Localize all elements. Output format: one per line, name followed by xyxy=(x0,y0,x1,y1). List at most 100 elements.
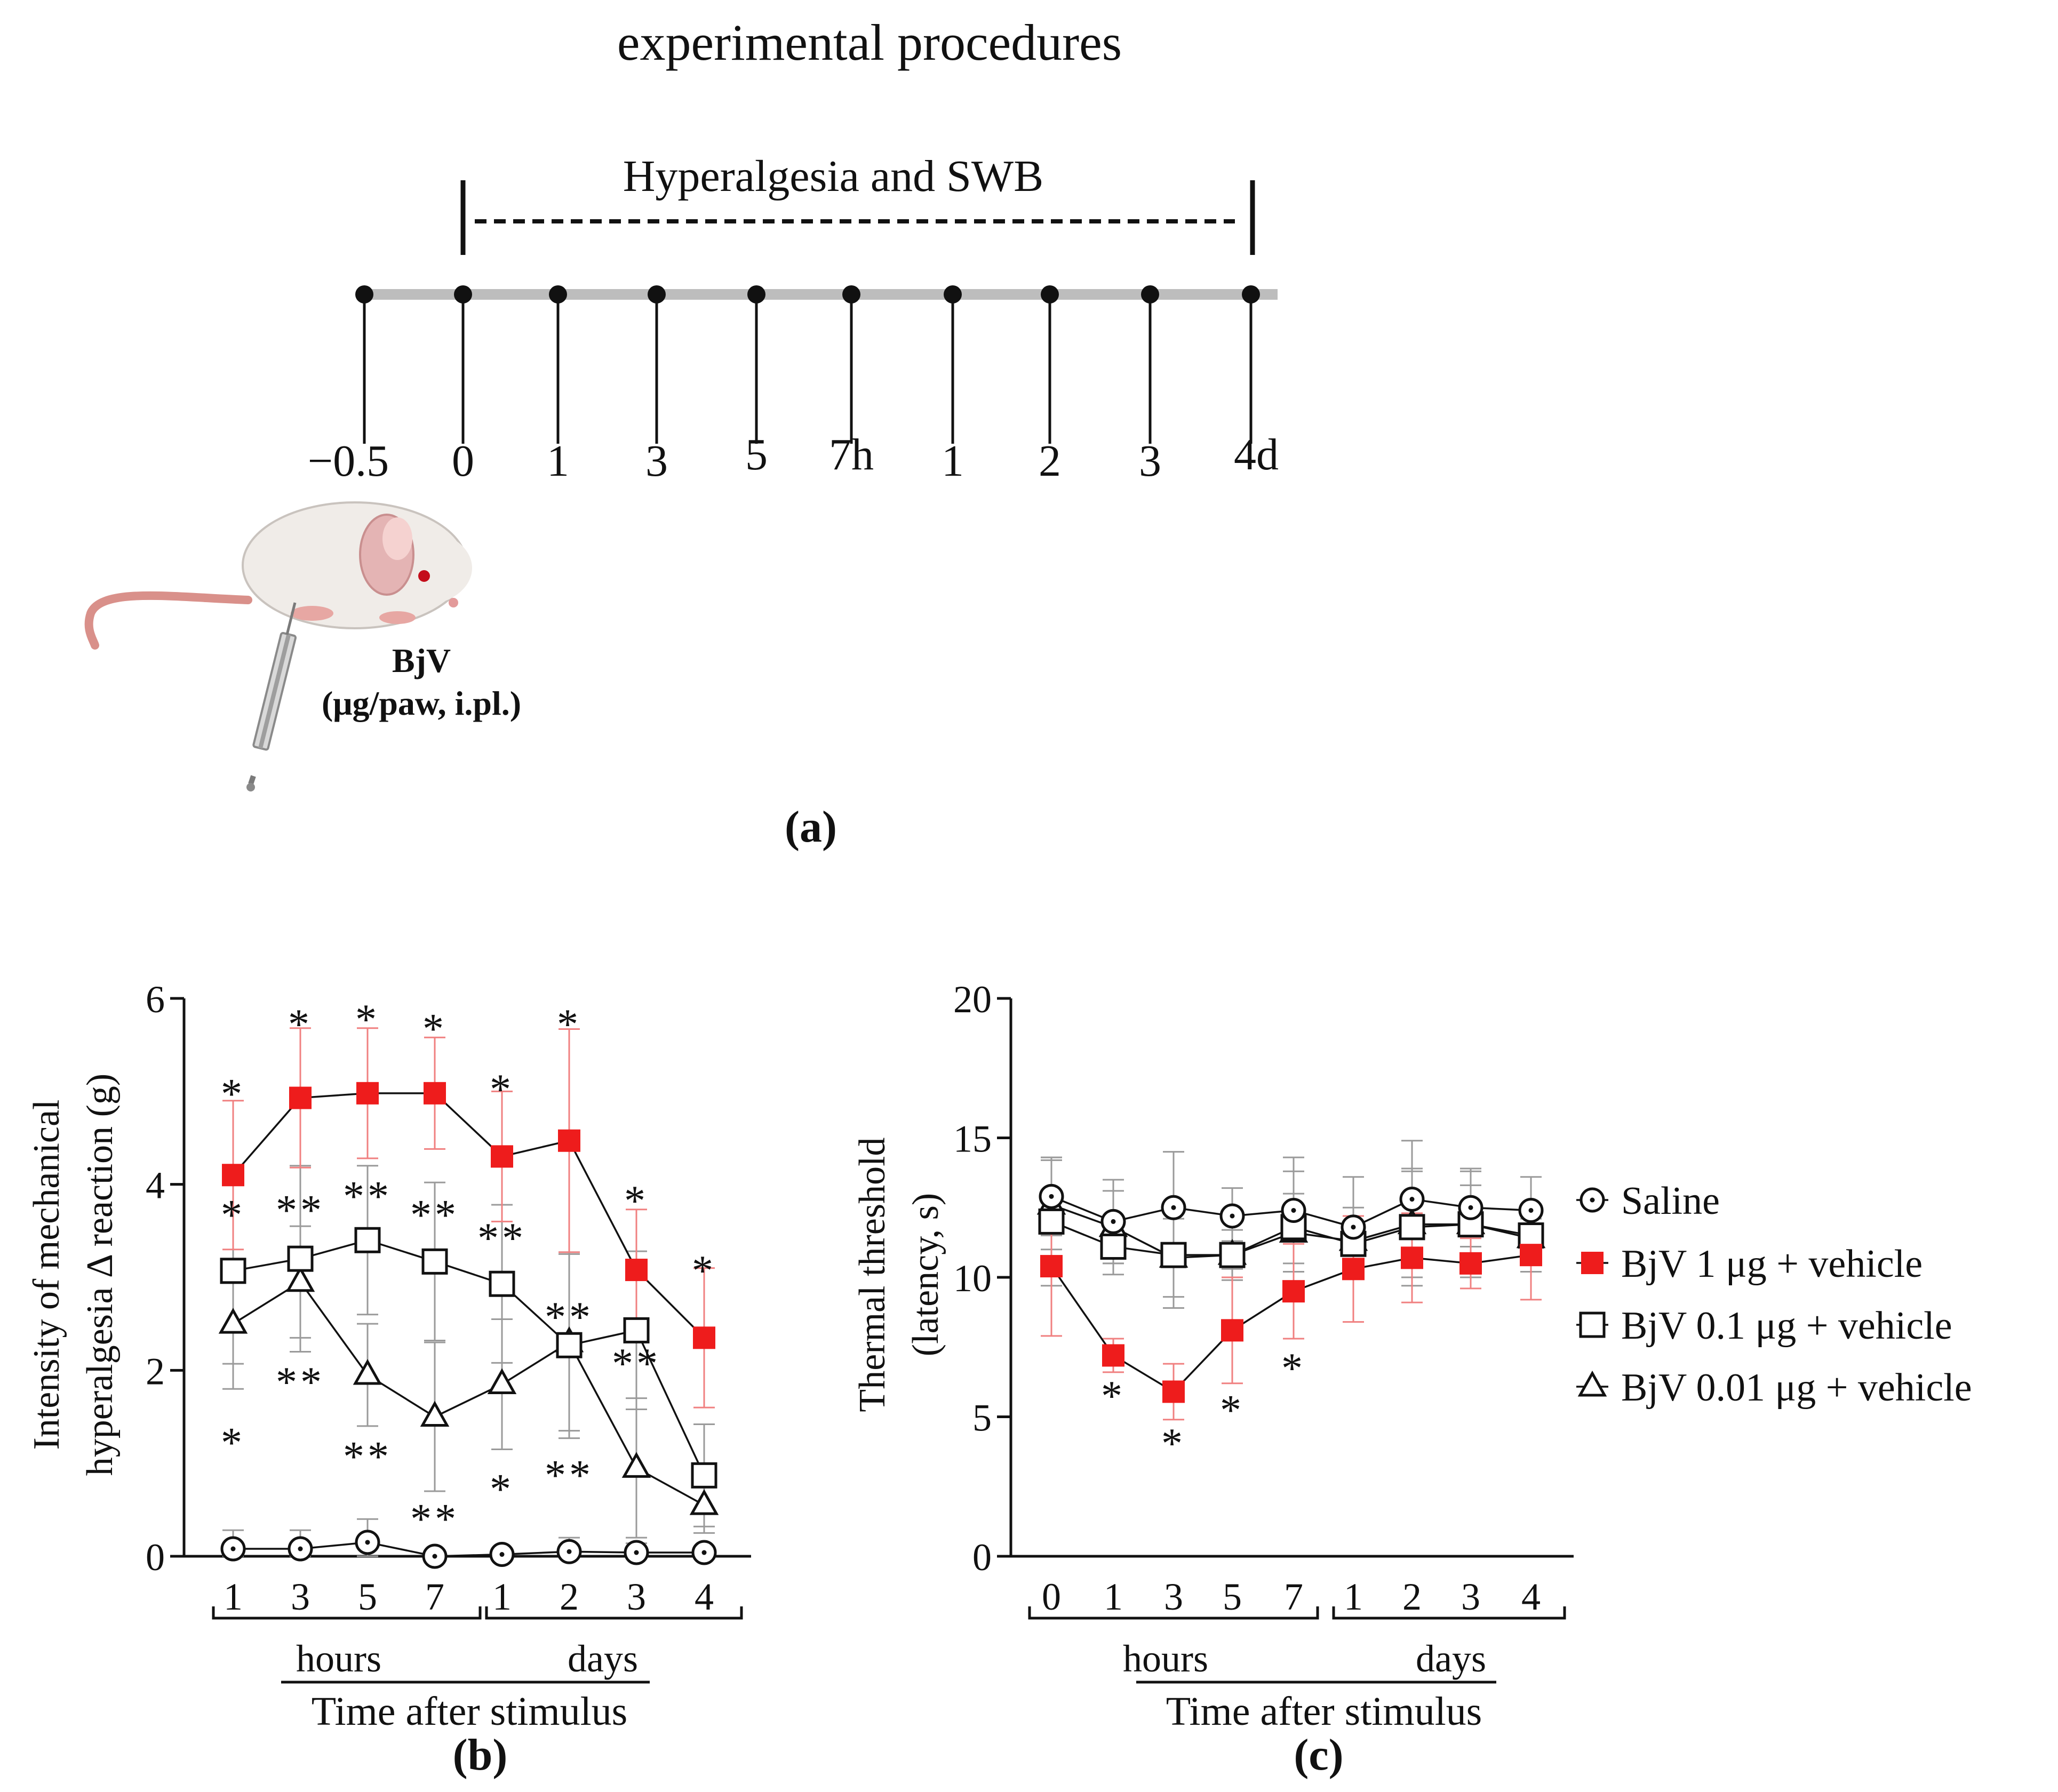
x-tick-label: 4 xyxy=(695,1575,714,1618)
data-point-circle-dot xyxy=(1039,1183,1064,1209)
significance-asterisk: * xyxy=(624,1178,649,1225)
x-tick-label: 3 xyxy=(627,1575,646,1618)
timeline-tick-label: 4d xyxy=(1234,430,1279,479)
data-point-open-square xyxy=(1100,1233,1127,1260)
marker-center-dot xyxy=(298,1546,303,1551)
panel-label-a: (a) xyxy=(785,802,837,852)
y-tick-label: 0 xyxy=(146,1536,165,1579)
data-point-open-square xyxy=(1219,1242,1246,1268)
x-group-label-days: days xyxy=(568,1637,638,1680)
data-point-filled-square xyxy=(424,1082,446,1105)
mouse-illustration xyxy=(84,501,472,650)
data-point-open-square xyxy=(691,1462,717,1489)
marker-center-dot xyxy=(567,1549,572,1554)
y-tick-label: 0 xyxy=(972,1536,992,1579)
data-point-circle-dot xyxy=(1399,1187,1425,1212)
marker-center-dot xyxy=(1409,1197,1415,1202)
data-point-filled-square xyxy=(491,1145,513,1168)
data-point-filled-square xyxy=(693,1326,715,1349)
panel-label-c: (c) xyxy=(1294,1730,1343,1780)
timeline-tick-dot xyxy=(454,285,472,303)
significance-asterisk: ** xyxy=(545,1294,594,1341)
significance-asterisk: ** xyxy=(276,1359,325,1406)
data-point-open-triangle xyxy=(285,1266,315,1292)
data-point-circle-dot xyxy=(1219,1203,1245,1229)
data-point-circle-dot xyxy=(691,1540,717,1565)
data-point-open-square xyxy=(489,1270,515,1297)
significance-asterisk: ** xyxy=(477,1215,527,1262)
data-point-filled-square xyxy=(1401,1246,1423,1269)
marker-center-dot xyxy=(432,1554,437,1559)
data-point-open-square xyxy=(354,1227,381,1253)
data-point-filled-square xyxy=(1221,1319,1243,1342)
significance-asterisk: * xyxy=(221,1419,245,1466)
data-point-open-square xyxy=(287,1245,314,1272)
timeline-tick-label: 7h xyxy=(829,430,874,479)
timeline-tick-dot xyxy=(1242,285,1260,303)
timeline-tick-label: 1 xyxy=(942,436,964,486)
y-tick-label: 4 xyxy=(146,1164,165,1207)
timeline-panel: experimental procedures Hyperalgesia and… xyxy=(84,14,1279,852)
phase-label: Hyperalgesia and SWB xyxy=(623,151,1043,201)
significance-asterisk: * xyxy=(490,1466,514,1513)
x-tick-label: 7 xyxy=(1284,1575,1303,1618)
x-tick-label: 5 xyxy=(1223,1575,1242,1618)
timeline-tick-dot xyxy=(1141,285,1159,303)
data-point-open-triangle xyxy=(420,1401,450,1427)
y-tick-label: 15 xyxy=(953,1118,992,1161)
data-point-circle-dot xyxy=(1100,1209,1126,1234)
chart-legend: Saline BjV 1 μg + vehicle BjV 0.1 μg + veh… xyxy=(1576,1179,1972,1410)
legend-marker-circle-dot xyxy=(1580,1187,1605,1213)
timeline-tick-dot xyxy=(549,285,567,303)
series-line-open-triangle xyxy=(233,1281,705,1506)
data-point-open-square xyxy=(1518,1222,1544,1249)
significance-asterisk: * xyxy=(557,1001,581,1048)
marker-center-dot xyxy=(1291,1207,1296,1213)
significance-asterisk: ** xyxy=(410,1495,459,1542)
data-point-filled-square xyxy=(558,1129,580,1152)
x-group-bracket xyxy=(485,1606,743,1620)
injection-label-dose: (μg/paw, i.pl.) xyxy=(322,684,521,722)
x-tick-label: 1 xyxy=(224,1575,243,1618)
significance-asterisk: * xyxy=(1161,1420,1186,1467)
timeline-tick-dot xyxy=(1041,285,1059,303)
timeline-tick-label: 2 xyxy=(1039,436,1061,486)
timeline-tick-label: −0.5 xyxy=(308,436,389,486)
y-tick-label: 10 xyxy=(953,1257,992,1300)
mechanical-hyperalgesia-chart: 0 2 4 6 Intensity of mechanical hyperalgesia … xyxy=(26,978,751,1734)
data-point-circle-dot xyxy=(1281,1197,1306,1223)
x-axis-title: Time after stimulus xyxy=(312,1689,628,1734)
significance-asterisk: ** xyxy=(612,1340,661,1387)
y-tick-label: 6 xyxy=(146,978,165,1021)
data-point-circle-dot xyxy=(1161,1195,1186,1220)
timeline-tick-dot xyxy=(842,285,860,303)
legend-item: Saline xyxy=(1576,1179,1720,1223)
data-point-circle-dot xyxy=(624,1540,649,1565)
marker-center-dot xyxy=(634,1550,639,1555)
data-point-circle-dot xyxy=(1518,1197,1544,1223)
significance-asterisk: ** xyxy=(410,1191,459,1238)
legend-item: BjV 1 μg + vehicle xyxy=(1576,1242,1923,1286)
marker-center-dot xyxy=(365,1540,370,1545)
y-tick-label: 20 xyxy=(953,978,992,1021)
panel-label-b: (b) xyxy=(453,1730,508,1780)
legend-item: BjV 0.1 μg + vehicle xyxy=(1576,1304,1952,1348)
legend-label: Saline xyxy=(1621,1179,1720,1223)
data-point-open-square xyxy=(220,1258,246,1284)
timeline-tick-dot xyxy=(747,285,765,303)
y-axis-title-line2: (latency, s) xyxy=(905,1193,946,1356)
timeline-tick-dot xyxy=(944,285,962,303)
legend-label: BjV 0.1 μg + vehicle xyxy=(1621,1304,1952,1348)
x-tick-label: 3 xyxy=(1164,1575,1183,1618)
data-point-filled-square xyxy=(1459,1252,1482,1275)
syringe-icon xyxy=(246,602,297,791)
marker-center-dot xyxy=(1111,1219,1116,1224)
figure-title: experimental procedures xyxy=(617,14,1122,71)
y-axis-title-line1: Thermal threshold xyxy=(852,1137,893,1412)
legend-marker-filled-square xyxy=(1581,1252,1604,1274)
data-point-open-triangle xyxy=(487,1368,517,1394)
significance-asterisk: * xyxy=(221,1191,245,1238)
data-point-filled-square xyxy=(625,1259,648,1282)
data-point-open-square xyxy=(1160,1242,1187,1268)
